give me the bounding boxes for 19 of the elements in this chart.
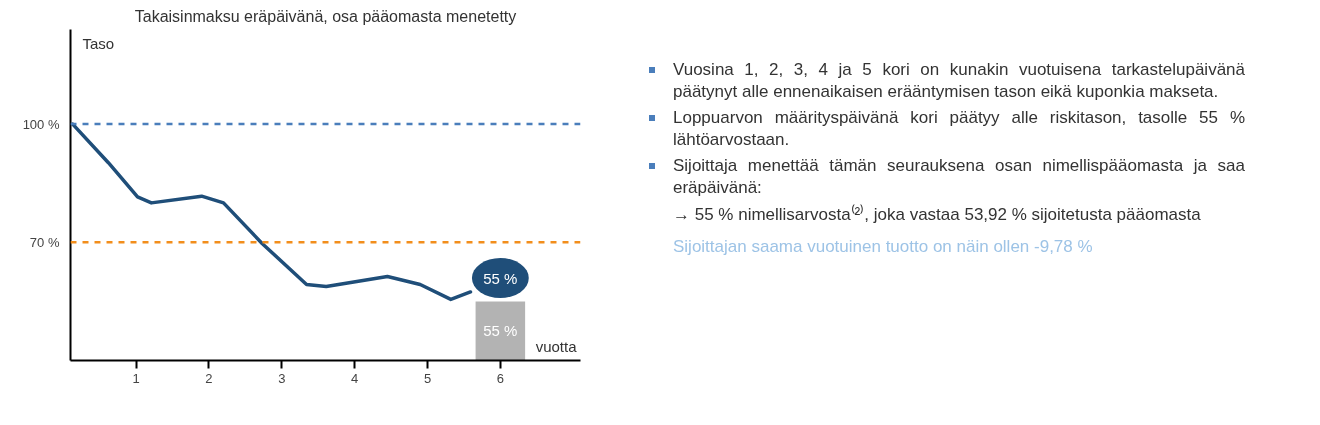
text: Vuosina 1, 2, 3, 4 ja 5 kori on kunakin vuotuisena tarkastelupäivänä päätynyt alle ennenaikaisen erääntymisen tason eikä kuponkia makseta. [673,59,1245,104]
annotation: 55 % [483,269,518,287]
x-axis-title: vuotta [535,337,578,355]
chart-title: Takaisinmaksu eräpäivänä, osa pääomasta menetetty [134,7,517,25]
x-tick-label: 2 [205,370,213,386]
data-label: 55 % [483,322,518,340]
y-tick-label: 100 % [22,116,60,132]
x-tick-label: 4 [351,370,359,386]
x-tick-label: 1 [132,370,140,386]
text: Sijoittaja menettää tämän seurauksena osan nimellispääomasta ja saa eräpäivänä: [673,155,1245,200]
text: → 55 % nimellisarvosta⁽²⁾, joka vastaa 53,92 % sijoitetusta pääomasta [673,203,1202,226]
x-tick-label: 3 [278,370,286,386]
y-tick-label: 70 % [29,234,60,250]
y-axis-title: Taso [82,34,115,52]
text: Sijoittajan saama vuotuinen tuotto on näin ollen -9,78 % [673,235,1094,258]
x-tick-label: 5 [423,370,432,386]
line-series [70,122,473,302]
text: Loppuarvon määrityspäivänä kori päätyy alle riskitason, tasolle 55 % lähtöarvostaan. [673,107,1245,152]
x-tick-label: 6 [496,370,504,386]
